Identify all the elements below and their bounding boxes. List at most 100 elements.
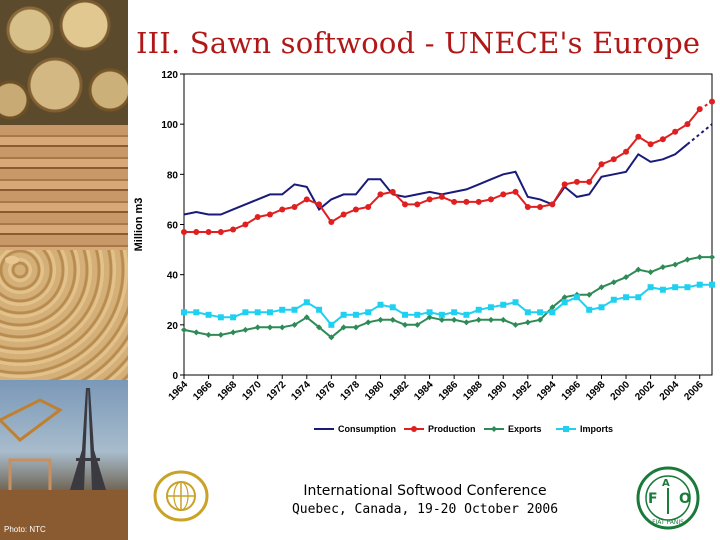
- series-consumption: [183, 123, 713, 216]
- data-point: [635, 266, 642, 273]
- data-point: [623, 148, 630, 155]
- photo-strip: Photo: NTC: [0, 0, 128, 540]
- data-point: [414, 311, 421, 318]
- data-point: [414, 321, 421, 328]
- data-point: [709, 98, 715, 105]
- legend-label: Production: [428, 424, 476, 434]
- data-point: [279, 324, 286, 331]
- data-point: [672, 284, 679, 291]
- fao-letter-a: A: [662, 478, 670, 489]
- x-tick-label: 1968: [216, 379, 240, 403]
- x-tick-label: 1978: [339, 379, 363, 403]
- data-point: [659, 286, 666, 293]
- x-tick-label: 1984: [412, 379, 436, 403]
- series-projection-line: [686, 123, 713, 145]
- data-point: [438, 193, 445, 200]
- legend-label: Exports: [508, 424, 542, 434]
- data-point: [561, 294, 568, 301]
- chart-series: [181, 98, 715, 341]
- data-point: [266, 309, 273, 316]
- data-point: [463, 198, 470, 205]
- sawn-planks-photo: [0, 125, 128, 250]
- data-point: [340, 211, 347, 218]
- data-point: [512, 321, 519, 328]
- x-tick-label: 1990: [486, 379, 510, 403]
- data-point: [684, 284, 691, 291]
- data-point: [537, 203, 544, 210]
- data-point: [475, 198, 482, 205]
- x-tick-label: 1970: [240, 379, 264, 403]
- data-point: [205, 311, 212, 318]
- x-tick-label: 2006: [682, 379, 706, 403]
- data-point: [598, 304, 605, 311]
- data-point: [193, 309, 200, 316]
- log-pile-photo: [0, 0, 128, 125]
- data-point: [377, 316, 384, 323]
- legend-item-imports: Imports: [556, 424, 613, 434]
- y-tick-label: 60: [167, 221, 179, 232]
- data-point: [647, 284, 654, 291]
- fao-motto: FIAT PANIS: [652, 519, 684, 526]
- data-point: [537, 316, 544, 323]
- slide-title: III. Sawn softwood - UNECE's Europe: [136, 26, 701, 60]
- fao-logo-icon: F A O FIAT PANIS: [636, 466, 700, 530]
- data-point: [635, 133, 642, 140]
- data-point: [696, 106, 703, 113]
- data-point: [487, 316, 494, 323]
- x-tick-label: 2004: [658, 379, 682, 403]
- data-point: [696, 254, 703, 261]
- series-production: [181, 98, 715, 236]
- data-point: [512, 188, 519, 195]
- data-point: [230, 329, 237, 336]
- legend-item-production: Production: [404, 424, 476, 434]
- data-point: [230, 226, 237, 233]
- data-point: [426, 196, 433, 203]
- data-point: [365, 203, 372, 210]
- legend-label: Imports: [580, 424, 613, 434]
- series-imports: [181, 281, 715, 328]
- data-point: [230, 314, 237, 321]
- data-point: [365, 319, 372, 326]
- x-tick-label: 1974: [289, 379, 313, 403]
- data-point: [549, 309, 556, 316]
- data-point: [500, 301, 507, 308]
- data-point: [491, 426, 497, 432]
- data-point: [340, 324, 347, 331]
- data-point: [524, 309, 531, 316]
- data-point: [463, 319, 470, 326]
- x-tick-label: 1994: [535, 379, 559, 403]
- x-tick-label: 1980: [363, 379, 387, 403]
- data-point: [709, 281, 715, 288]
- data-point: [279, 306, 286, 313]
- data-point: [426, 309, 433, 316]
- data-point: [291, 306, 298, 313]
- legend-item-consumption: Consumption: [314, 424, 396, 434]
- data-point: [402, 311, 409, 318]
- data-point: [254, 213, 261, 220]
- data-point: [303, 299, 310, 306]
- legend-label: Consumption: [338, 424, 396, 434]
- data-point: [205, 331, 212, 338]
- data-point: [377, 191, 384, 198]
- fao-letter-o: O: [679, 491, 691, 507]
- data-point: [365, 309, 372, 316]
- data-point: [217, 314, 224, 321]
- y-axis-title: Million m3: [133, 198, 145, 252]
- x-tick-label: 1992: [510, 379, 534, 403]
- data-point: [610, 156, 617, 163]
- data-point: [426, 314, 433, 321]
- data-point: [181, 229, 187, 236]
- x-tick-label: 1976: [314, 379, 338, 403]
- data-point: [328, 334, 335, 341]
- data-point: [586, 306, 593, 313]
- y-tick-label: 20: [167, 321, 179, 332]
- data-point: [181, 309, 187, 316]
- data-point: [193, 229, 200, 236]
- data-point: [389, 304, 396, 311]
- data-point: [291, 321, 298, 328]
- data-point: [254, 309, 261, 316]
- data-point: [696, 281, 703, 288]
- y-tick-label: 100: [161, 120, 178, 131]
- data-point: [598, 284, 605, 291]
- data-point: [402, 321, 409, 328]
